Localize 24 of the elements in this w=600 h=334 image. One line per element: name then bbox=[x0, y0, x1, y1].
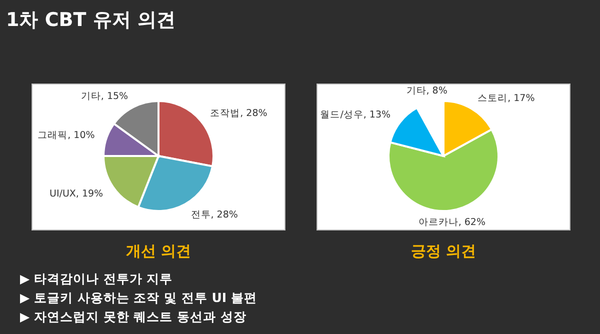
slice-label: 아르카나 bbox=[418, 217, 458, 228]
text: 개선 의견 bbox=[126, 242, 192, 260]
slice-label: 기타 bbox=[80, 90, 101, 102]
slice-label: 월드/성우 bbox=[320, 110, 364, 121]
text: 1차 CBT 유저 의견 bbox=[6, 9, 176, 31]
data-label: , 13% bbox=[363, 110, 391, 121]
data-label: , 8% bbox=[426, 86, 448, 97]
slice-label: 전투 bbox=[190, 209, 211, 220]
slice-label: 그래픽 bbox=[38, 130, 68, 141]
data-label: , 15% bbox=[100, 90, 128, 102]
slice-label: 스토리 bbox=[478, 92, 508, 104]
slice-label: 조작법 bbox=[210, 108, 240, 119]
text: ▶ 토글키 사용하는 조작 및 전투 UI 불편 bbox=[20, 290, 257, 305]
data-label: , 17% bbox=[508, 92, 535, 104]
text: ▶ 자연스럽지 못한 퀘스트 동선과 성장 bbox=[20, 309, 246, 324]
slice-label: 기타 bbox=[406, 86, 426, 97]
text: ▶ 타격감이나 전투가 지루 bbox=[20, 271, 173, 286]
text: 긍정 의견 bbox=[410, 242, 476, 260]
data-label: , 19% bbox=[76, 188, 104, 200]
data-label: , 10% bbox=[68, 130, 95, 141]
data-label: , 28% bbox=[210, 209, 238, 220]
slice-label: UI/UX bbox=[50, 188, 76, 200]
data-label: , 28% bbox=[240, 108, 268, 119]
data-label: , 62% bbox=[458, 217, 486, 228]
